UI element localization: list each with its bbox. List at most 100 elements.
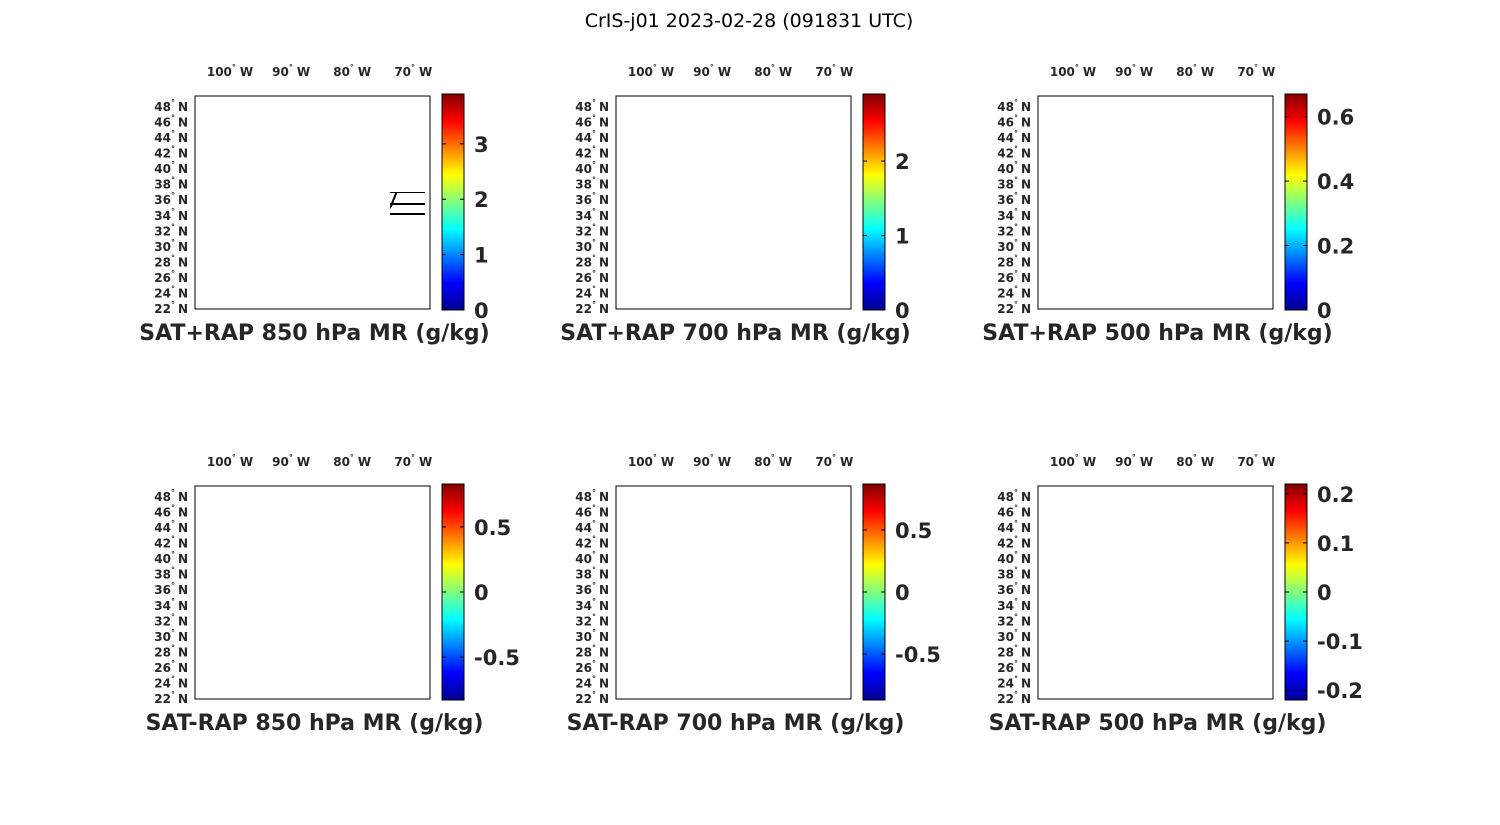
lat-tick-label: 24° N xyxy=(575,674,609,690)
colorbar-tick-label: -0.2 xyxy=(1317,679,1363,703)
lon-tick-label: 80° W xyxy=(333,63,371,79)
colorbar-tick-label: 3 xyxy=(474,133,489,157)
map-background xyxy=(195,96,430,309)
lat-tick-label: 32° N xyxy=(154,222,188,238)
panel-title: SAT-RAP 500 hPa MR (g/kg) xyxy=(989,711,1327,736)
colorbar-tick-label: -0.5 xyxy=(474,646,520,670)
colorbar-tick-label: 0.2 xyxy=(1317,483,1354,507)
lat-tick-label: 40° N xyxy=(154,550,188,566)
lat-tick-label: 28° N xyxy=(154,253,188,269)
lon-tick-label: 90° W xyxy=(693,453,731,469)
colorbar xyxy=(441,93,465,311)
map-frame xyxy=(1037,95,1274,310)
lat-tick-label: 36° N xyxy=(154,581,188,597)
panel-title: SAT+RAP 850 hPa MR (g/kg) xyxy=(139,321,489,346)
lon-tick-label: 80° W xyxy=(754,63,792,79)
lon-tick-label: 90° W xyxy=(272,63,310,79)
lat-tick-label: 22° N xyxy=(575,300,609,316)
lat-tick-label: 40° N xyxy=(575,160,609,176)
lat-tick-label: 38° N xyxy=(997,566,1031,582)
lon-tick-label: 90° W xyxy=(693,63,731,79)
lon-tick-label: 100° W xyxy=(1050,453,1096,469)
colorbar-tick-label: 0.1 xyxy=(1317,532,1354,556)
colorbar-tick-label: 0 xyxy=(474,299,489,323)
map-frame xyxy=(615,95,852,310)
map-outline xyxy=(390,192,425,215)
colorbar-tick-label: 0 xyxy=(1317,581,1332,605)
lat-tick-label: 40° N xyxy=(997,550,1031,566)
lat-tick-label: 42° N xyxy=(154,535,188,551)
colorbar-tick-label: 2 xyxy=(895,150,910,174)
panel-title: SAT+RAP 700 hPa MR (g/kg) xyxy=(560,321,910,346)
map-panel-1: 100° W 90° W 80° W 70° W 48° N46° N44° N42° N40° N38°… xyxy=(139,63,489,346)
lat-tick-label: 48° N xyxy=(997,98,1031,114)
lat-tick-label: 48° N xyxy=(154,98,188,114)
lat-tick-label: 36° N xyxy=(575,581,609,597)
map-background xyxy=(195,486,430,699)
map-background xyxy=(616,486,851,699)
lat-tick-label: 30° N xyxy=(997,628,1031,644)
lon-tick-label: 70° W xyxy=(815,63,853,79)
lon-tick-label: 90° W xyxy=(272,453,310,469)
lat-tick-label: 46° N xyxy=(997,114,1031,130)
lat-tick-label: 36° N xyxy=(997,191,1031,207)
panel-grid: 100° W 90° W 80° W 70° W48° N46° N44° N42° N40° N38°… xyxy=(139,63,1363,736)
lon-tick-label: 70° W xyxy=(394,453,432,469)
lat-tick-label: 28° N xyxy=(154,643,188,659)
lon-tick-label: 80° W xyxy=(333,453,371,469)
lat-tick-label: 38° N xyxy=(575,566,609,582)
lat-tick-label: 36° N xyxy=(997,581,1031,597)
lat-tick-label: 32° N xyxy=(154,612,188,628)
lat-tick-label: 24° N xyxy=(997,284,1031,300)
colorbar-tick-label: -0.5 xyxy=(895,643,941,667)
lat-tick-label: 42° N xyxy=(997,535,1031,551)
lon-tick-label: 100° W xyxy=(628,63,674,79)
colorbar-tick-label: 0 xyxy=(1317,299,1332,323)
lat-tick-label: 44° N xyxy=(154,519,188,535)
lat-tick-label: 32° N xyxy=(997,222,1031,238)
lat-tick-label: 48° N xyxy=(154,488,188,504)
lat-tick-label: 30° N xyxy=(575,628,609,644)
lat-tick-label: 36° N xyxy=(154,191,188,207)
lat-tick-label: 48° N xyxy=(997,488,1031,504)
map-panel-6: 100° W 90° W 80° W 70° W 48° N46° N44° N42° N40° N38°… xyxy=(989,453,1363,736)
lat-tick-label: 42° N xyxy=(575,145,609,161)
colorbar-tick-label: 0.5 xyxy=(895,519,932,543)
lat-tick-label: 38° N xyxy=(154,176,188,192)
lat-tick-label: 46° N xyxy=(997,504,1031,520)
lon-tick-label: 70° W xyxy=(394,63,432,79)
lat-tick-label: 36° N xyxy=(575,191,609,207)
lat-tick-label: 46° N xyxy=(575,114,609,130)
lat-tick-label: 44° N xyxy=(997,519,1031,535)
lat-tick-label: 26° N xyxy=(997,269,1031,285)
lat-tick-label: 48° N xyxy=(575,488,609,504)
colorbar-tick-label: 0.6 xyxy=(1317,106,1354,130)
lat-tick-label: 30° N xyxy=(575,238,609,254)
lat-tick-label: 22° N xyxy=(154,300,188,316)
colorbar-tick-label: 0.4 xyxy=(1317,170,1354,194)
lon-tick-label: 70° W xyxy=(1237,63,1275,79)
lon-tick-label: 100° W xyxy=(1050,63,1096,79)
lat-tick-label: 48° N xyxy=(575,98,609,114)
lat-tick-label: 44° N xyxy=(575,129,609,145)
lat-tick-label: 22° N xyxy=(575,690,609,706)
map-panel-4: 100° W 90° W 80° W 70° W 48° N46° N44° N42° N40° N38°… xyxy=(146,453,520,736)
lat-tick-label: 40° N xyxy=(154,160,188,176)
map-panel-5: 100° W 90° W 80° W 70° W 48° N46° N44° N42° N40° N38°… xyxy=(567,453,941,736)
lat-tick-label: 26° N xyxy=(575,269,609,285)
lat-tick-label: 32° N xyxy=(997,612,1031,628)
map-frame xyxy=(194,485,431,700)
lat-tick-label: 46° N xyxy=(154,504,188,520)
lat-tick-label: 22° N xyxy=(154,690,188,706)
panel-title: SAT+RAP 500 hPa MR (g/kg) xyxy=(982,321,1332,346)
lon-tick-label: 100° W xyxy=(207,453,253,469)
lat-tick-label: 26° N xyxy=(154,269,188,285)
colorbar-tick-label: 0 xyxy=(895,299,910,323)
lat-tick-label: 38° N xyxy=(154,566,188,582)
colorbar xyxy=(1284,93,1308,311)
map-background xyxy=(1038,486,1273,699)
lat-tick-label: 34° N xyxy=(575,597,609,613)
lat-tick-label: 28° N xyxy=(575,253,609,269)
lon-tick-label: 80° W xyxy=(1176,63,1214,79)
